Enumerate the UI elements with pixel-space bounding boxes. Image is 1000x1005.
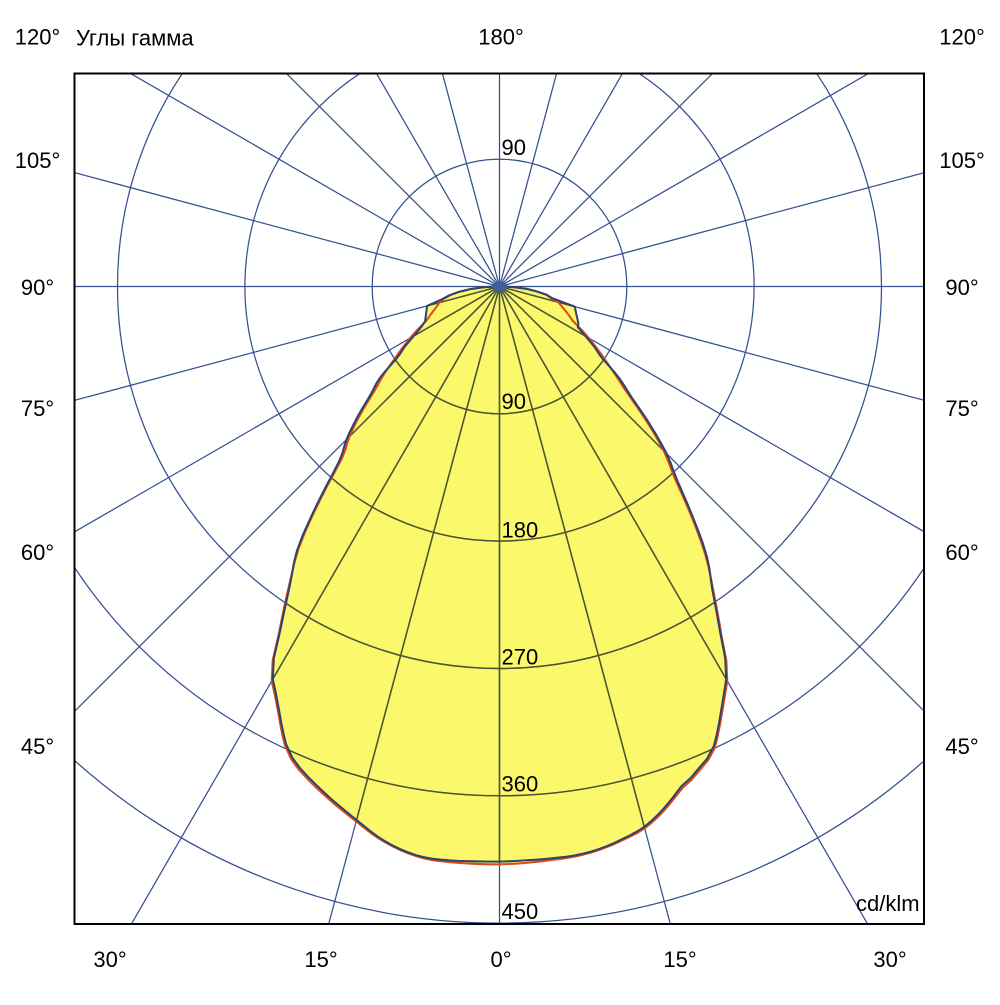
svg-text:180: 180 xyxy=(502,518,539,543)
svg-text:90°: 90° xyxy=(945,275,978,300)
svg-text:Углы гамма: Углы гамма xyxy=(76,26,194,51)
svg-text:0°: 0° xyxy=(490,947,511,972)
svg-text:30°: 30° xyxy=(873,947,906,972)
svg-text:90°: 90° xyxy=(21,275,54,300)
svg-text:60°: 60° xyxy=(21,540,54,565)
svg-text:15°: 15° xyxy=(663,947,696,972)
svg-text:60°: 60° xyxy=(945,540,978,565)
svg-text:75°: 75° xyxy=(21,396,54,421)
svg-text:105°: 105° xyxy=(939,148,985,173)
svg-text:75°: 75° xyxy=(945,396,978,421)
svg-text:cd/klm: cd/klm xyxy=(856,891,920,916)
svg-text:180°: 180° xyxy=(478,25,524,50)
svg-text:120°: 120° xyxy=(15,25,61,50)
svg-text:270: 270 xyxy=(502,645,539,670)
svg-text:30°: 30° xyxy=(93,947,126,972)
svg-text:15°: 15° xyxy=(304,947,337,972)
svg-text:120°: 120° xyxy=(939,25,985,50)
svg-text:105°: 105° xyxy=(15,148,61,173)
svg-text:90: 90 xyxy=(502,389,526,414)
svg-text:450: 450 xyxy=(502,899,539,924)
svg-text:360: 360 xyxy=(502,772,539,797)
svg-text:45°: 45° xyxy=(945,734,978,759)
svg-text:90: 90 xyxy=(502,135,526,160)
svg-text:45°: 45° xyxy=(21,734,54,759)
